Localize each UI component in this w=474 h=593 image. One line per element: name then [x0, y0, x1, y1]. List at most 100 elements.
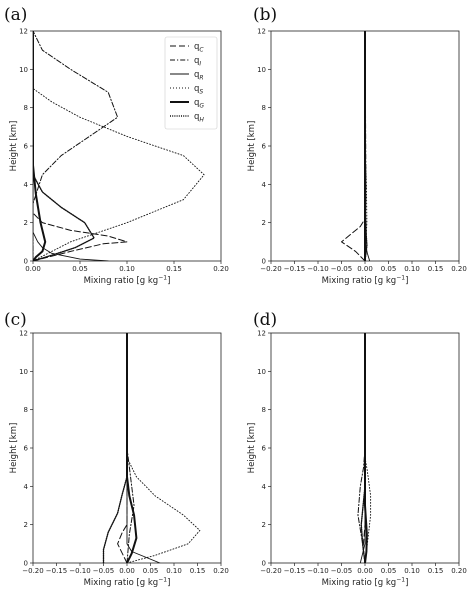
- legend-entry: qC: [194, 42, 204, 54]
- y-tick-label: 4: [24, 181, 29, 189]
- legend: qC qI qR qS qG qH: [164, 36, 218, 130]
- series-line-qc: [341, 31, 366, 261]
- x-tick-label: 0.20: [213, 265, 229, 273]
- series-group: [357, 333, 372, 563]
- legend-entry: qS: [194, 84, 203, 96]
- x-tick-label: 0.00: [25, 265, 41, 273]
- series-line-qh: [102, 333, 128, 563]
- legend-box: [164, 36, 218, 130]
- y-tick-label: 2: [24, 521, 28, 529]
- x-tick-label: 0.10: [166, 567, 182, 575]
- y-tick-label: 2: [262, 521, 266, 529]
- y-tick-label: 0: [262, 560, 266, 568]
- x-tick-label: 0.10: [404, 567, 420, 575]
- x-tick-label: 0.20: [451, 265, 467, 273]
- y-tick-label: 10: [257, 368, 266, 376]
- x-tick-label: 0.05: [381, 567, 397, 575]
- x-axis-label: Mixing ratio [g kg−1]: [84, 577, 171, 589]
- y-tick-label: 0: [24, 560, 28, 568]
- y-tick-label: 10: [19, 368, 28, 376]
- y-tick-label: 6: [262, 143, 267, 151]
- y-tick-label: 12: [257, 28, 266, 36]
- panel-a: 0.00 0.05 0.10 0.15 0.20 0 2 4 6 8 10 12 Mixing rati…: [4, 5, 229, 286]
- y-tick-label: 8: [262, 406, 266, 414]
- panel-label: (d): [253, 310, 277, 330]
- y-tick-label: 2: [262, 219, 266, 227]
- panel-label: (b): [253, 5, 277, 25]
- series-line-qh: [364, 31, 368, 261]
- series-line-qh: [360, 333, 366, 563]
- series-line-qg: [126, 333, 138, 563]
- x-axis-label: Mixing ratio [g kg−1]: [322, 275, 409, 287]
- series-line-qr: [33, 31, 109, 261]
- x-tick-label: −0.05: [93, 567, 114, 575]
- panel-c: −0.20 −0.15 −0.10 −0.05 0.00 0.05 0.10 0.15 0.20…: [4, 310, 229, 588]
- x-axis-label: Mixing ratio [g kg−1]: [84, 275, 171, 287]
- legend-entry: qG: [194, 98, 204, 110]
- series-line-qh: [33, 31, 95, 261]
- y-axis-label: Height [km]: [9, 121, 19, 172]
- series-group: [33, 31, 205, 261]
- y-tick-label: 2: [24, 219, 28, 227]
- x-tick-label: −0.10: [307, 567, 328, 575]
- y-tick-label: 6: [262, 445, 267, 453]
- x-tick-label: −0.15: [46, 567, 67, 575]
- panel-d: −0.20 −0.15 −0.10 −0.05 0.00 0.05 0.10 0.15 0.20…: [247, 310, 467, 588]
- legend-entry: qI: [194, 56, 201, 68]
- x-axis-label: Mixing ratio [g kg−1]: [322, 577, 409, 589]
- y-tick-label: 8: [262, 104, 266, 112]
- y-tick-label: 10: [257, 66, 266, 74]
- y-tick-label: 4: [262, 181, 267, 189]
- y-axis-label: Height [km]: [247, 121, 257, 172]
- y-tick-label: 6: [24, 445, 29, 453]
- legend-entry: qH: [194, 112, 204, 124]
- series-line-qc: [33, 31, 128, 261]
- series-group: [341, 31, 371, 261]
- panel-label: (a): [4, 5, 27, 25]
- x-tick-label: 0.10: [404, 265, 420, 273]
- x-tick-label: 0.15: [166, 265, 182, 273]
- y-tick-label: 4: [262, 483, 267, 491]
- x-tick-label: −0.05: [331, 265, 352, 273]
- y-tick-label: 0: [262, 258, 266, 266]
- x-tick-label: 0.05: [381, 265, 397, 273]
- series-line-qg: [33, 31, 47, 261]
- panel-b: −0.20 −0.15 −0.10 −0.05 0.00 0.05 0.10 0.15 0.20…: [247, 5, 467, 286]
- x-tick-label: 0.20: [451, 567, 467, 575]
- series-line-qr: [126, 333, 161, 563]
- x-tick-label: −0.15: [284, 567, 305, 575]
- y-axis-label: Height [km]: [9, 423, 19, 474]
- series-line-qs: [33, 31, 205, 261]
- x-tick-label: 0.15: [190, 567, 206, 575]
- y-tick-label: 6: [24, 143, 29, 151]
- x-tick-label: 0.15: [428, 265, 444, 273]
- x-tick-label: −0.15: [284, 265, 305, 273]
- y-tick-label: 12: [257, 330, 266, 338]
- x-tick-label: 0.00: [119, 567, 135, 575]
- y-tick-label: 12: [19, 330, 28, 338]
- y-tick-label: 10: [19, 66, 28, 74]
- y-tick-label: 0: [24, 258, 28, 266]
- y-axis-label: Height [km]: [247, 423, 257, 474]
- series-line-qc: [362, 333, 366, 563]
- x-tick-label: 0.20: [213, 567, 229, 575]
- y-tick-label: 8: [24, 406, 28, 414]
- x-tick-label: −0.05: [331, 567, 352, 575]
- series-line-qi: [33, 31, 119, 261]
- y-tick-label: 4: [24, 483, 29, 491]
- series-line-qi: [126, 333, 135, 563]
- y-tick-label: 12: [19, 28, 28, 36]
- x-tick-label: 0.10: [119, 265, 135, 273]
- x-tick-label: −0.20: [260, 265, 281, 273]
- x-tick-label: 0.00: [357, 265, 373, 273]
- y-tick-label: 8: [24, 104, 28, 112]
- series-line-qc: [117, 333, 128, 563]
- x-tick-label: −0.20: [260, 567, 281, 575]
- x-tick-label: 0.15: [428, 567, 444, 575]
- x-tick-label: 0.05: [143, 567, 159, 575]
- legend-entry: qR: [194, 70, 204, 82]
- panel-label: (c): [4, 310, 27, 330]
- series-group: [102, 333, 201, 563]
- series-line-qs: [126, 333, 201, 563]
